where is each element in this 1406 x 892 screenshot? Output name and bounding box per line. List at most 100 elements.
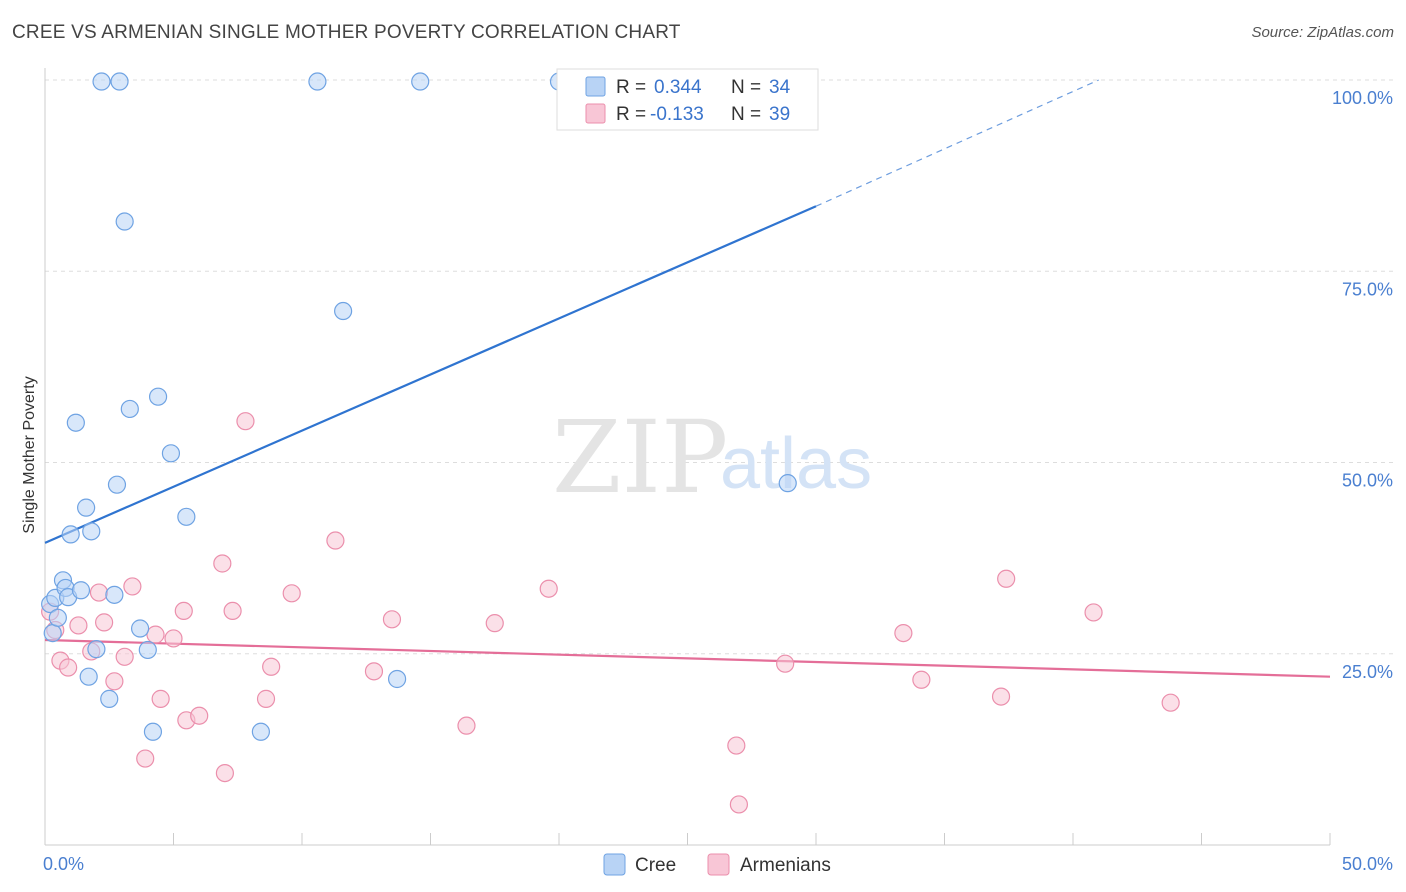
cree-point-11 <box>79 667 98 686</box>
armenian-point-22 <box>256 689 276 708</box>
legend-armenian-r-label: R = <box>616 104 646 125</box>
armenian-point-18 <box>213 554 232 573</box>
armenian-point-32 <box>729 795 749 814</box>
armenian-point-14 <box>164 629 183 648</box>
armenian-point-21 <box>236 412 255 431</box>
cree-point-17 <box>107 475 127 494</box>
chart-title: CREE VS ARMENIAN SINGLE MOTHER POVERTY C… <box>12 22 681 43</box>
armenian-point-31 <box>727 736 746 755</box>
armenian-point-17 <box>190 706 209 725</box>
y-axis-title: Single Mother Poverty <box>21 376 38 533</box>
legend-swatch-armenian <box>585 103 606 124</box>
legend-armenian-n-value: 39 <box>769 104 790 125</box>
cree-point-25 <box>161 444 181 463</box>
watermark-atlas: atlas <box>720 424 872 504</box>
armenian-point-37 <box>997 569 1016 588</box>
y-tick-label-25: 25.0% <box>1342 662 1393 682</box>
armenian-point-34 <box>894 623 913 643</box>
y-tick-labels: 25.0% 50.0% 75.0% 100.0% <box>1332 88 1393 682</box>
cree-point-21 <box>130 619 150 638</box>
legend-armenian-n-label: N = <box>731 104 761 125</box>
armenian-point-12 <box>146 625 165 644</box>
cree-point-8 <box>66 413 85 432</box>
cree-point-10 <box>77 498 96 517</box>
armenian-point-25 <box>326 531 345 550</box>
x-tick-label-max: 50.0% <box>1342 854 1393 874</box>
legend-cree-r-value: 0.344 <box>654 77 702 98</box>
y-tick-label-50: 50.0% <box>1342 471 1393 491</box>
cree-point-9 <box>71 581 91 600</box>
y-tick-label-75: 75.0% <box>1342 279 1393 299</box>
x-tick-label-min: 0.0% <box>43 854 84 874</box>
cree-point-13 <box>87 640 106 659</box>
cree-point-29 <box>334 301 353 321</box>
watermark: ZIP atlas <box>552 399 872 516</box>
armenian-trend-line <box>44 638 1331 678</box>
cree-point-18 <box>110 72 129 91</box>
armenian-point-29 <box>485 614 504 633</box>
armenian-point-3 <box>59 658 78 677</box>
armenian-point-19 <box>215 763 234 783</box>
source-label: Source: ZipAtlas.com <box>1251 24 1394 41</box>
legend-swatch-cree <box>585 76 606 97</box>
cree-point-20 <box>120 399 139 419</box>
cree-point-19 <box>115 212 134 231</box>
armenian-point-35 <box>912 670 931 689</box>
armenian-point-28 <box>457 716 476 735</box>
cree-point-30 <box>387 669 407 689</box>
cree-point-28 <box>308 72 327 91</box>
axes <box>44 68 1331 846</box>
cree-trend-line <box>44 205 817 544</box>
bottom-legend-swatch-armenians <box>707 853 730 876</box>
series-legend: Cree Armenians <box>603 853 831 876</box>
armenian-point-30 <box>539 579 558 598</box>
cree-point-22 <box>138 640 157 660</box>
armenian-point-23 <box>262 657 281 676</box>
armenian-point-20 <box>223 601 242 621</box>
cree-point-16 <box>105 585 124 604</box>
armenian-point-36 <box>991 687 1011 706</box>
armenian-point-38 <box>1084 603 1103 622</box>
armenian-point-8 <box>105 672 124 691</box>
armenian-point-4 <box>69 616 88 635</box>
x-tick-labels: 0.0% 50.0% <box>43 854 1393 874</box>
cree-point-31 <box>411 72 430 91</box>
stats-legend: R = 0.344 N = 34 R = -0.133 N = 39 <box>556 68 819 131</box>
cree-point-7 <box>61 525 80 544</box>
armenian-point-15 <box>174 601 193 621</box>
armenian-point-7 <box>95 613 114 632</box>
grid-lines <box>45 79 1393 655</box>
armenian-point-39 <box>1161 693 1180 712</box>
cree-point-12 <box>82 522 101 541</box>
armenian-point-13 <box>151 689 170 708</box>
cree-point-33 <box>778 474 797 493</box>
legend-cree-r-label: R = <box>616 77 646 98</box>
armenian-point-10 <box>123 577 142 596</box>
armenian-point-9 <box>115 647 134 666</box>
armenian-point-33 <box>776 654 795 673</box>
bottom-legend-cree: Cree <box>635 855 676 876</box>
cree-point-1 <box>43 623 62 643</box>
legend-cree-n-label: N = <box>731 77 761 98</box>
armenian-point-26 <box>364 662 384 681</box>
cree-point-24 <box>148 387 168 406</box>
trend-lines <box>44 79 1331 678</box>
bottom-legend-swatch-cree <box>603 853 626 876</box>
cree-trend-extension <box>815 79 1099 207</box>
cree-point-23 <box>143 722 163 741</box>
armenian-point-27 <box>382 610 402 629</box>
watermark-zip: ZIP <box>552 399 728 516</box>
legend-armenian-r-value: -0.133 <box>650 104 704 125</box>
cree-point-3 <box>48 608 67 627</box>
armenian-point-24 <box>282 584 301 603</box>
data-points <box>41 72 1180 814</box>
cree-point-14 <box>92 72 111 91</box>
cree-point-15 <box>100 689 119 708</box>
legend-cree-n-value: 34 <box>769 77 791 98</box>
bottom-legend-armenians: Armenians <box>740 855 831 876</box>
cree-point-26 <box>177 507 196 526</box>
armenian-point-11 <box>136 749 155 768</box>
cree-point-27 <box>251 722 270 741</box>
armenian-point-6 <box>89 583 109 602</box>
